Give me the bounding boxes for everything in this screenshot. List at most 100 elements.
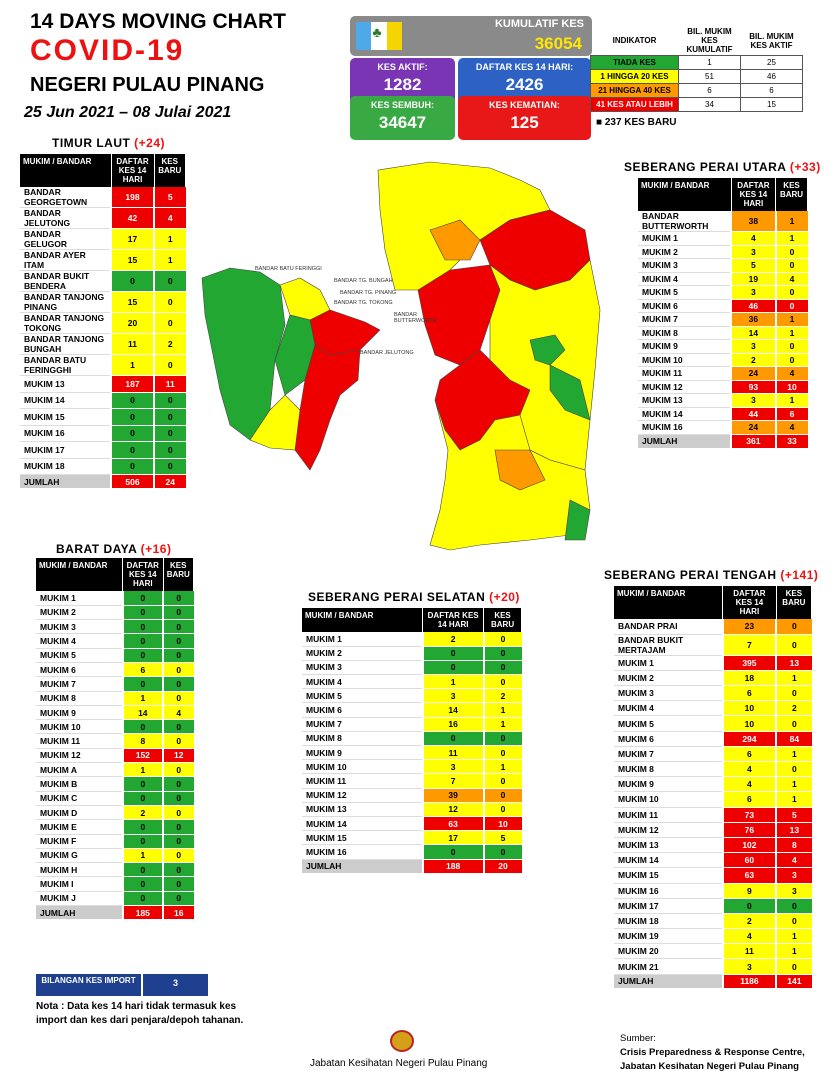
sps-title: SEBERANG PERAI SELATAN (+20) <box>308 590 520 604</box>
row-baru: 0 <box>162 591 194 606</box>
row-name: MUKIM D <box>36 805 123 821</box>
row-daftar: 3 <box>721 958 777 975</box>
row-daftar: 6 <box>721 746 777 763</box>
row-baru: 0 <box>774 339 808 354</box>
table-row: MUKIM 7 16 1 <box>302 717 522 732</box>
total-daftar: 506 <box>110 474 155 489</box>
row-name: BANDAR JELUTONG <box>20 207 112 229</box>
row-daftar: 14 <box>121 705 163 721</box>
total-baru: 24 <box>153 474 186 489</box>
legend-header-indikator: INDIKATOR <box>612 36 657 45</box>
row-daftar: 15 <box>110 291 155 313</box>
row-name: MUKIM 14 <box>638 407 732 421</box>
row-daftar: 0 <box>121 819 163 835</box>
row-daftar: 5 <box>730 258 776 273</box>
table-row: MUKIM 11 73 5 <box>614 807 812 823</box>
row-name: MUKIM E <box>36 819 123 835</box>
row-baru: 3 <box>775 883 812 899</box>
table-row: BANDAR JELUTONG 42 4 <box>20 207 186 229</box>
row-name: BANDAR BATU FERINGGHI <box>20 354 112 376</box>
table-row: MUKIM 8 1 0 <box>36 691 194 706</box>
row-baru: 0 <box>482 660 522 676</box>
table-row: MUKIM 15 17 5 <box>302 830 522 846</box>
row-baru: 0 <box>162 662 194 678</box>
header-baru: KES BARU <box>154 154 187 187</box>
row-name: MUKIM B <box>36 776 123 792</box>
legend-indicator: 21 HINGGA 40 KES <box>590 83 679 98</box>
total-label: JUMLAH <box>302 859 423 874</box>
row-name: BANDAR TANJONG PINANG <box>20 291 112 313</box>
row-daftar: 0 <box>121 648 163 663</box>
row-daftar: 0 <box>121 676 163 692</box>
row-daftar: 0 <box>121 834 163 849</box>
row-name: MUKIM 7 <box>302 717 423 732</box>
table-row: BANDAR BUKIT BENDERA 0 0 <box>20 270 186 292</box>
total-label: JUMLAH <box>614 974 723 989</box>
row-baru: 13 <box>775 655 812 671</box>
table-row: MUKIM 4 1 0 <box>302 674 522 690</box>
header-daftar: DAFTAR KES 14 HARI <box>731 178 777 211</box>
row-name: MUKIM G <box>36 848 123 864</box>
row-baru: 0 <box>775 685 812 702</box>
row-baru: 4 <box>774 272 808 286</box>
import-value: 3 <box>141 974 208 996</box>
table-row: MUKIM 7 6 1 <box>614 746 812 763</box>
table-row: MUKIM 2 0 0 <box>302 646 522 661</box>
row-baru: 0 <box>774 299 808 313</box>
header-daftar: DAFTAR KES 14 HARI <box>122 558 164 591</box>
row-name: MUKIM 8 <box>36 691 123 706</box>
row-daftar: 11 <box>721 943 777 960</box>
row-baru: 0 <box>482 745 522 761</box>
row-baru: 84 <box>775 731 812 747</box>
row-baru: 0 <box>162 648 194 663</box>
row-baru: 0 <box>482 646 522 661</box>
row-name: MUKIM C <box>36 791 123 806</box>
row-name: MUKIM 4 <box>638 272 732 286</box>
row-baru: 0 <box>162 834 194 849</box>
row-name: MUKIM 1 <box>302 632 423 647</box>
table-row: MUKIM 12 39 0 <box>302 788 522 803</box>
row-name: MUKIM 18 <box>614 913 723 930</box>
department-name: Jabatan Kesihatan Negeri Pulau Pinang <box>310 1058 488 1069</box>
table-row: BANDAR BUTTERWORTH 38 1 <box>638 211 808 232</box>
table-header: MUKIM / BANDAR DAFTAR KES 14 HARI KES BA… <box>36 558 194 591</box>
table-row: MUKIM 3 5 0 <box>638 258 808 273</box>
table-row: MUKIM 13 187 11 <box>20 375 186 393</box>
total-label: JUMLAH <box>638 434 732 449</box>
table-row: MUKIM 15 63 3 <box>614 867 812 884</box>
table-header: MUKIM / BANDAR DAFTAR KES 14 HARI KES BA… <box>614 586 813 619</box>
table-row: MUKIM 10 6 1 <box>614 791 812 808</box>
legend-row: 21 HINGGA 40 KES 6 6 <box>590 83 803 98</box>
legend-cum: 34 <box>678 97 741 112</box>
row-daftar: 16 <box>421 717 484 732</box>
row-daftar: 6 <box>721 685 777 702</box>
row-baru: 1 <box>775 746 812 763</box>
table-row: MUKIM 10 2 0 <box>638 353 808 367</box>
row-baru: 0 <box>775 634 812 656</box>
row-baru: 0 <box>482 632 522 647</box>
table-header: MUKIM / BANDAR DAFTAR KES 14 HARI KES BA… <box>638 178 808 211</box>
row-baru: 0 <box>153 458 186 475</box>
row-name: MUKIM 6 <box>638 299 732 313</box>
source-block: Sumber: Crisis Preparedness & Response C… <box>620 1032 805 1074</box>
row-daftar: 0 <box>110 270 155 292</box>
row-name: MUKIM 9 <box>302 745 423 761</box>
header-mukim: MUKIM / BANDAR <box>614 586 724 619</box>
legend-row: TIADA KES 1 25 <box>590 55 803 70</box>
row-daftar: 1 <box>421 674 484 690</box>
mainland-green-patch <box>529 334 566 366</box>
table-row: MUKIM 10 3 1 <box>302 759 522 775</box>
row-baru: 0 <box>153 425 186 442</box>
table-row: MUKIM 3 0 0 <box>302 660 522 676</box>
legend-header-aktif: BIL. MUKIM KES AKTIF <box>749 31 794 50</box>
row-daftar: 12 <box>421 802 484 817</box>
row-baru: 5 <box>775 807 812 823</box>
table-row: MUKIM 2 3 0 <box>638 245 808 259</box>
row-baru: 0 <box>153 441 186 459</box>
table-row: MUKIM 11 24 4 <box>638 366 808 381</box>
table-row: MUKIM 16 0 0 <box>302 844 522 860</box>
row-baru: 0 <box>775 619 812 635</box>
row-daftar: 1 <box>121 762 163 778</box>
table-row: MUKIM 4 0 0 <box>36 633 194 649</box>
row-baru: 0 <box>153 270 186 292</box>
